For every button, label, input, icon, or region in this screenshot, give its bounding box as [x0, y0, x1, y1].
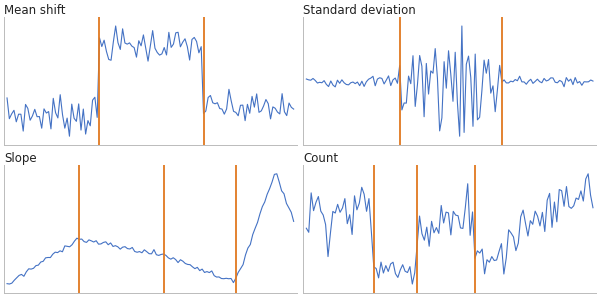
- Text: Mean shift: Mean shift: [4, 4, 65, 17]
- Text: Standard deviation: Standard deviation: [304, 4, 416, 17]
- Text: Slope: Slope: [4, 152, 37, 165]
- Text: Count: Count: [304, 152, 338, 165]
